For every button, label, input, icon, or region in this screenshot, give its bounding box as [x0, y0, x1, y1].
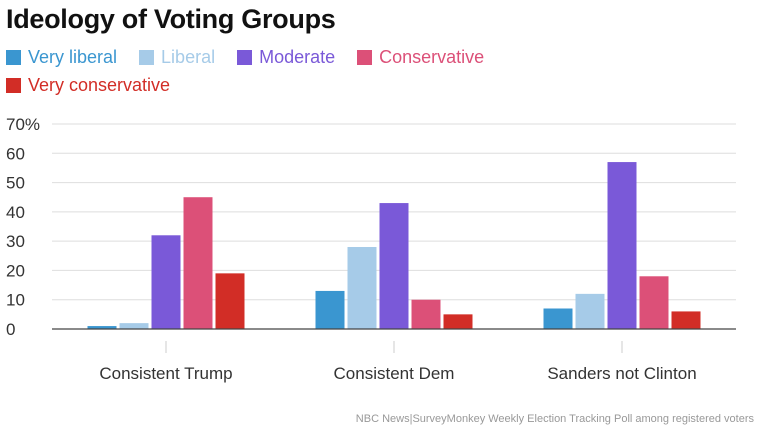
legend-swatch — [237, 49, 253, 65]
y-tick-label: 0 — [6, 320, 15, 339]
legend-item: Moderate — [237, 46, 335, 68]
bar — [87, 326, 117, 329]
bar — [183, 197, 213, 329]
legend-item: Conservative — [357, 46, 484, 68]
legend-swatch — [357, 49, 373, 65]
legend-label: Liberal — [161, 46, 216, 67]
chart-legend: Very liberal Liberal Moderate Conservative V… — [6, 46, 606, 96]
bar — [315, 290, 345, 329]
bar — [607, 162, 637, 329]
bar — [443, 314, 473, 329]
legend-swatch — [139, 49, 155, 65]
legend-label: Conservative — [379, 46, 485, 67]
legend-label: Moderate — [259, 46, 336, 67]
bar — [671, 311, 701, 329]
source-note: NBC News|SurveyMonkey Weekly Election Tr… — [355, 413, 754, 425]
y-tick-label: 30 — [6, 232, 25, 251]
legend-item: Very conservative — [6, 74, 170, 96]
legend-swatch — [6, 77, 21, 93]
bar — [347, 247, 377, 329]
legend-swatch — [6, 49, 21, 65]
y-tick-label: 60 — [6, 144, 25, 163]
y-tick-label: 50 — [6, 174, 25, 193]
y-tick-label: 40 — [6, 203, 25, 222]
legend-label: Very liberal — [28, 46, 118, 67]
bar — [543, 308, 573, 329]
bar — [215, 273, 245, 329]
y-tick-label: 20 — [6, 261, 25, 280]
bar — [119, 323, 149, 329]
bar — [639, 276, 669, 329]
bar — [379, 203, 409, 329]
legend-item: Very liberal — [6, 46, 117, 68]
legend-label: Very conservative — [28, 74, 171, 95]
x-tick-label: Sanders not Clinton — [547, 364, 696, 383]
chart-title: Ideology of Voting Groups — [6, 4, 336, 34]
legend-item: Liberal — [139, 46, 215, 68]
y-tick-label: 70% — [6, 115, 40, 134]
bar — [411, 299, 441, 329]
bar — [151, 235, 181, 329]
x-tick-label: Consistent Trump — [99, 364, 232, 383]
y-tick-label: 10 — [6, 291, 25, 310]
x-tick-label: Consistent Dem — [334, 364, 455, 383]
bar — [575, 293, 605, 329]
